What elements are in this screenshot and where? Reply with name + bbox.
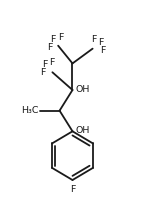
Text: F: F <box>91 35 97 43</box>
Text: F: F <box>40 68 45 77</box>
Text: OH: OH <box>75 85 90 94</box>
Text: H₃C: H₃C <box>21 106 39 115</box>
Text: F: F <box>70 185 75 194</box>
Text: F: F <box>47 43 52 52</box>
Text: F: F <box>49 58 54 67</box>
Text: F: F <box>50 35 56 43</box>
Text: F: F <box>98 38 103 47</box>
Text: F: F <box>42 60 47 69</box>
Text: OH: OH <box>75 126 90 135</box>
Text: F: F <box>58 33 64 42</box>
Text: F: F <box>100 46 105 55</box>
